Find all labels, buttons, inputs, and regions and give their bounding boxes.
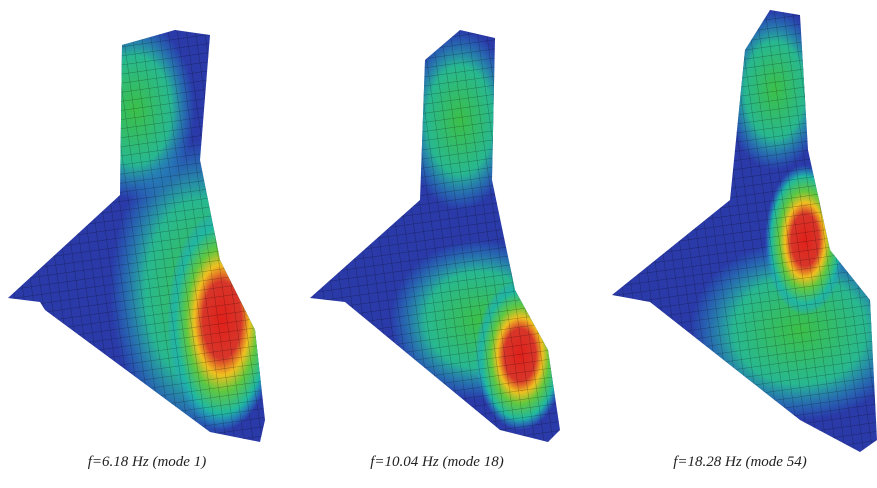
caption: f=6.18 Hz (mode 1) bbox=[88, 454, 206, 470]
caption: f=10.04 Hz (mode 18) bbox=[370, 454, 503, 470]
mode-shape-3 bbox=[600, 0, 877, 460]
mode-shape-1 bbox=[0, 0, 290, 450]
figure: f=6.18 Hz (mode 1) f=10.04 Hz (mode 18) … bbox=[0, 0, 877, 483]
mode-shape-2 bbox=[300, 0, 570, 450]
caption: f=18.28 Hz (mode 54) bbox=[673, 454, 806, 470]
